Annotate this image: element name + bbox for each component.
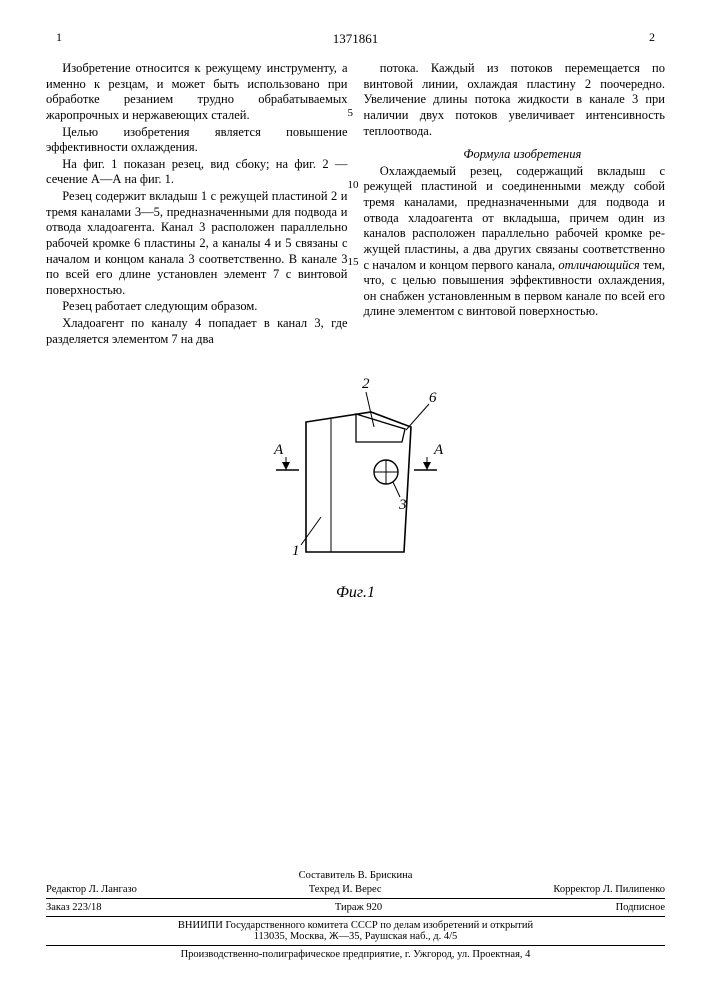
page-col-left: 1 <box>56 30 62 45</box>
line-number: 5 <box>348 107 354 121</box>
para: Резец содержит вкладыш 1 с режущей пласт… <box>46 189 348 298</box>
label-3: 3 <box>398 497 407 513</box>
para: потока. Каждый из потоков перемещается п… <box>364 61 666 139</box>
footer-compiler: Составитель В. Брискина <box>46 870 665 881</box>
page-col-right: 2 <box>649 30 655 45</box>
para: Хладоагент по каналу 4 попадает в ка­нал… <box>46 316 348 347</box>
label-2: 2 <box>362 376 370 392</box>
footer-corrector: Корректор Л. Пилипенко <box>553 884 665 895</box>
para: Целью изобретения является повышение эфф… <box>46 125 348 156</box>
claim-text-a: Охлаждаемый резец, содержащий вкла­дыш с… <box>364 164 666 272</box>
claim-para: Охлаждаемый резец, содержащий вкла­дыш с… <box>364 164 666 320</box>
a-arrow-left <box>282 462 290 470</box>
figure-1-svg: А А 2 <box>216 372 496 582</box>
page: 1 2 1371861 Изобретение относится к режу… <box>0 0 707 1000</box>
claims-title: Формула изобретения <box>364 147 666 163</box>
label-1: 1 <box>292 543 300 559</box>
text-columns: Изобретение относится к режущему ин­стру… <box>46 61 665 348</box>
footer-order: Заказ 223/18 <box>46 902 101 913</box>
footer-org1: ВНИИПИ Государственного комитета СССР по… <box>46 920 665 931</box>
para: Изобретение относится к режущему ин­стру… <box>46 61 348 124</box>
footer-editor: Редактор Л. Лангазо <box>46 884 137 895</box>
callout-6: 6 <box>406 390 437 430</box>
footer-row-1: Редактор Л. Лангазо Техред И. Верес Корр… <box>46 884 665 899</box>
claim-text-b: отличающийся <box>558 258 639 272</box>
section-marker-right: А <box>414 442 444 470</box>
line-number: 10 <box>348 179 359 193</box>
insert-outline <box>356 414 405 442</box>
callout-3: 3 <box>393 482 407 513</box>
section-marker-left: А <box>273 442 299 470</box>
footer-org2-row: 113035, Москва, Ж—35, Раушская наб., д. … <box>46 931 665 946</box>
figure-area: А А 2 <box>46 372 665 602</box>
a-label-right: А <box>433 442 444 458</box>
footer-subscription: Подписное <box>616 902 665 913</box>
line-number: 15 <box>348 256 359 270</box>
footer-row-2: Заказ 223/18 Тираж 920 Подписное <box>46 902 665 917</box>
column-left: Изобретение относится к режущему ин­стру… <box>46 61 348 348</box>
column-right: 5 10 15 потока. Каждый из потоков переме… <box>364 61 666 348</box>
callout-2: 2 <box>362 376 374 427</box>
cutter-outline <box>306 412 411 552</box>
footer: Составитель В. Брискина Редактор Л. Ланг… <box>46 870 665 960</box>
para: Резец работает следующим образом. <box>46 299 348 315</box>
a-arrow-right <box>423 462 431 470</box>
figure-wrapper: А А 2 <box>216 372 496 602</box>
footer-technical: Техред И. Верес <box>309 884 382 895</box>
footer-org2: 113035, Москва, Ж—35, Раушская наб., д. … <box>254 931 458 942</box>
footer-circulation: Тираж 920 <box>335 902 382 913</box>
figure-caption: Фиг.1 <box>216 584 496 602</box>
para: На фиг. 1 показан резец, вид сбоку; на ф… <box>46 157 348 188</box>
footer-org3: Производственно-полиграфическое предприя… <box>46 949 665 960</box>
document-number: 1371861 <box>46 31 665 47</box>
a-label-left: А <box>273 442 284 458</box>
label-6: 6 <box>429 390 437 406</box>
